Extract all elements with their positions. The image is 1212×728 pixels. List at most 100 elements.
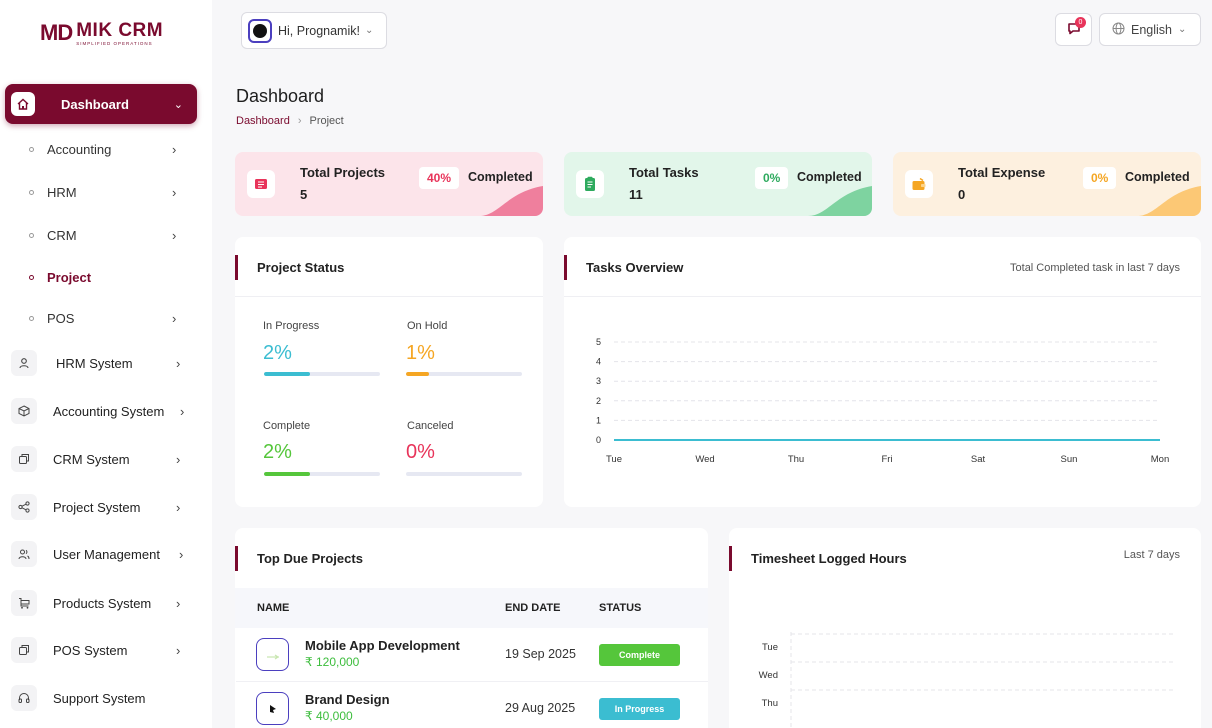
status-badge: In Progress	[599, 698, 680, 720]
breadcrumb-separator-icon: ›	[297, 115, 302, 127]
x-tick-label: Thu	[788, 454, 804, 465]
panel-header: Project Status	[235, 237, 543, 297]
user-icon	[11, 350, 37, 376]
user-menu-button[interactable]: Hi, Prognamik! ⌄	[241, 12, 387, 49]
x-tick-label: Sun	[1061, 454, 1078, 465]
x-tick-label: Fri	[881, 454, 892, 465]
brand-icon	[256, 692, 289, 725]
sidebar-subitem-project[interactable]: Project	[0, 259, 212, 295]
y-category-label: Wed	[759, 670, 778, 681]
sidebar-item-accounting-system[interactable]: Accounting System ›	[0, 391, 212, 431]
users-icon	[11, 541, 37, 567]
stat-percent: 0%	[755, 167, 789, 189]
project-end-date: 29 Aug 2025	[505, 701, 576, 715]
sidebar-subitem-label: CRM	[47, 227, 77, 243]
sidebar-subitem-pos[interactable]: POS ›	[0, 300, 212, 336]
sidebar-item-hrm-system[interactable]: HRM System ›	[0, 343, 212, 383]
chevron-right-icon: ›	[172, 184, 177, 200]
headset-icon	[11, 685, 37, 711]
language-label: English	[1131, 22, 1172, 37]
tasks-overview-panel: Tasks Overview Total Completed task in l…	[564, 237, 1201, 507]
sidebar-item-label: Dashboard	[61, 96, 129, 112]
stat-card-projects[interactable]: Total Projects 5 40% Completed	[235, 152, 543, 216]
sidebar-item-label: User Management	[53, 546, 160, 562]
panel-subtitle: Last 7 days	[1123, 549, 1180, 561]
bullet-icon	[29, 146, 34, 152]
sidebar-item-project-system[interactable]: Project System ›	[0, 487, 212, 527]
bullet-icon	[29, 274, 34, 280]
sidebar-item-label: Products System	[53, 595, 152, 611]
sidebar-subitem-label: Project	[47, 269, 92, 285]
stat-wave-decoration	[1137, 186, 1201, 216]
sidebar-subitem-label: Accounting	[47, 141, 112, 157]
table-row[interactable]: Brand Design ₹ 40,000 29 Aug 2025 In Pro…	[236, 682, 708, 728]
sidebar-item-crm-system[interactable]: CRM System ›	[0, 439, 212, 479]
sidebar-subitem-label: HRM	[47, 184, 77, 200]
accent-bar	[235, 255, 238, 280]
project-name[interactable]: Brand Design	[305, 692, 390, 707]
sidebar-item-user-management[interactable]: User Management ›	[0, 534, 212, 574]
logo-mark: MD	[40, 20, 73, 45]
clipboard-icon	[576, 170, 604, 198]
x-tick-label: Tue	[606, 454, 622, 465]
timesheet-panel: Timesheet Logged Hours Last 7 days Tue We…	[729, 528, 1201, 728]
y-tick-label: 3	[596, 376, 601, 386]
language-select[interactable]: English ⌄	[1099, 13, 1201, 46]
chevron-right-icon: ›	[172, 227, 177, 243]
chevron-right-icon: ›	[176, 595, 181, 611]
panel-title: Top Due Projects	[257, 551, 363, 566]
sidebar-item-pos-system[interactable]: POS System ›	[0, 630, 212, 670]
stat-card-expense[interactable]: Total Expense 0 0% Completed	[893, 152, 1201, 216]
chevron-right-icon: ›	[180, 403, 185, 419]
stat-title: Total Tasks	[629, 165, 699, 180]
table-row[interactable]: Mobile App Development ₹ 120,000 19 Sep …	[236, 628, 708, 682]
chevron-right-icon: ›	[176, 499, 181, 515]
home-icon	[11, 92, 35, 116]
stat-value: 5	[300, 187, 308, 202]
chevron-down-icon: ⌄	[173, 98, 183, 111]
sidebar-item-label: CRM System	[53, 451, 130, 467]
panel-title: Tasks Overview	[586, 260, 684, 275]
stat-percent: 0%	[1083, 167, 1117, 189]
panel-header: Tasks Overview Total Completed task in l…	[564, 237, 1201, 297]
stat-title: Total Expense	[958, 165, 1046, 180]
sidebar-subitem-accounting[interactable]: Accounting ›	[0, 131, 212, 167]
y-tick-label: 4	[596, 357, 601, 367]
sidebar-subitem-hrm[interactable]: HRM ›	[0, 174, 212, 210]
project-end-date: 19 Sep 2025	[505, 647, 576, 661]
notification-badge: 0	[1075, 17, 1086, 28]
stat-percent-label: Completed	[1125, 170, 1190, 184]
stat-card-tasks[interactable]: Total Tasks 11 0% Completed	[564, 152, 872, 216]
bullet-icon	[29, 315, 34, 321]
sidebar-item-support-system[interactable]: Support System	[0, 678, 212, 718]
sidebar: MD MIK CRM SIMPLIFIED OPERATIONS Dashboa…	[0, 0, 212, 728]
status-progress-track	[264, 472, 380, 476]
sidebar-subitem-crm[interactable]: CRM ›	[0, 217, 212, 253]
globe-icon	[1112, 22, 1125, 38]
status-value: 0%	[406, 441, 435, 463]
chevron-right-icon: ›	[176, 355, 181, 371]
project-price: ₹ 120,000	[305, 655, 360, 669]
y-tick-label: 5	[596, 337, 601, 347]
stat-title: Total Projects	[300, 165, 386, 180]
sidebar-item-products-system[interactable]: Products System ›	[0, 583, 212, 623]
logo-tagline: SIMPLIFIED OPERATIONS	[76, 41, 153, 46]
x-tick-label: Sat	[971, 454, 986, 465]
chevron-right-icon: ›	[176, 451, 181, 467]
tasks-line-chart: 0 1 2 3 4 5 Tue Wed Thu Fri Sat Sun Mon	[596, 337, 1169, 465]
panel-header: Top Due Projects	[235, 528, 708, 588]
sidebar-item-label: Accounting System	[53, 403, 165, 419]
logo-name: MIK CRM	[76, 20, 164, 41]
sidebar-item-dashboard[interactable]: Dashboard ⌄	[5, 84, 197, 124]
status-value: 2%	[263, 441, 292, 463]
status-progress-fill	[406, 372, 430, 376]
folder-icon	[247, 170, 275, 198]
project-name[interactable]: Mobile App Development	[305, 638, 460, 653]
stat-value: 11	[629, 187, 643, 202]
logo[interactable]: MD MIK CRM SIMPLIFIED OPERATIONS	[40, 20, 164, 46]
chevron-right-icon: ›	[172, 310, 177, 326]
x-tick-label: Mon	[1151, 454, 1169, 465]
notification-button[interactable]: 0	[1055, 13, 1092, 46]
sidebar-item-label: Support System	[53, 690, 146, 706]
breadcrumb-link[interactable]: Dashboard	[236, 115, 290, 127]
